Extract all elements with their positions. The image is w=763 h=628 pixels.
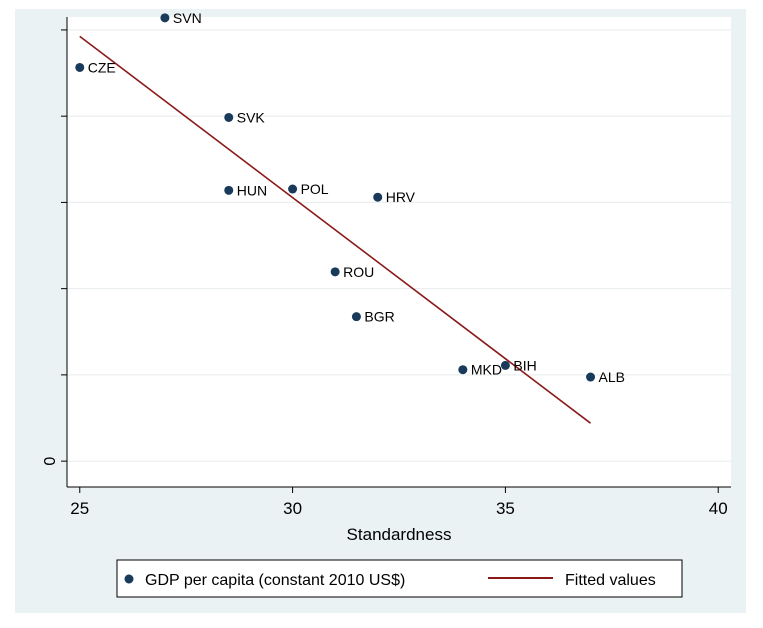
x-tick-label: 30	[283, 499, 302, 518]
point-label-bgr: BGR	[364, 309, 394, 325]
legend-marker-scatter	[124, 574, 134, 584]
x-tick-label: 25	[70, 499, 89, 518]
data-point-svn	[160, 13, 170, 23]
y-ticks: 0	[42, 29, 67, 466]
data-point-alb	[586, 372, 596, 382]
data-point-bih	[500, 360, 510, 370]
point-label-pol: POL	[301, 181, 329, 197]
point-label-alb: ALB	[599, 369, 625, 385]
x-axis-title: Standardness	[347, 525, 452, 544]
data-point-mkd	[458, 365, 468, 375]
data-point-rou	[330, 267, 340, 277]
data-point-hun	[224, 185, 234, 195]
point-label-hrv: HRV	[386, 189, 416, 205]
legend-box	[116, 559, 683, 598]
axes	[66, 17, 731, 488]
legend: GDP per capita (constant 2010 US$) Fitte…	[116, 559, 683, 598]
point-label-mkd: MKD	[471, 362, 502, 378]
data-point-pol	[288, 184, 298, 194]
y-tick-label: 0	[42, 457, 59, 466]
point-label-hun: HUN	[237, 182, 267, 198]
point-label-rou: ROU	[343, 264, 374, 280]
data-point-svk	[224, 112, 234, 122]
x-tick-label: 40	[709, 499, 728, 518]
point-label-cze: CZE	[88, 59, 116, 75]
point-label-bih: BIH	[513, 357, 536, 373]
point-label-svk: SVK	[237, 109, 266, 125]
point-label-svn: SVN	[173, 10, 202, 26]
legend-label-scatter: GDP per capita (constant 2010 US$)	[145, 572, 405, 589]
fitted-values-line	[79, 35, 592, 424]
data-point-hrv	[373, 192, 383, 202]
scatter-points-layer: SVN CZE SVK HUN POL HRV ROU BGR MKD BIH ALB	[75, 10, 625, 385]
x-tick-label: 35	[496, 499, 515, 518]
grid-lines	[67, 29, 731, 462]
plot-area	[67, 17, 731, 487]
data-point-bgr	[351, 312, 361, 322]
x-ticks: 25 30 35 40	[70, 487, 728, 518]
data-point-cze	[75, 62, 85, 72]
legend-label-line: Fitted values	[565, 572, 656, 589]
fitted-line-layer	[79, 35, 592, 424]
